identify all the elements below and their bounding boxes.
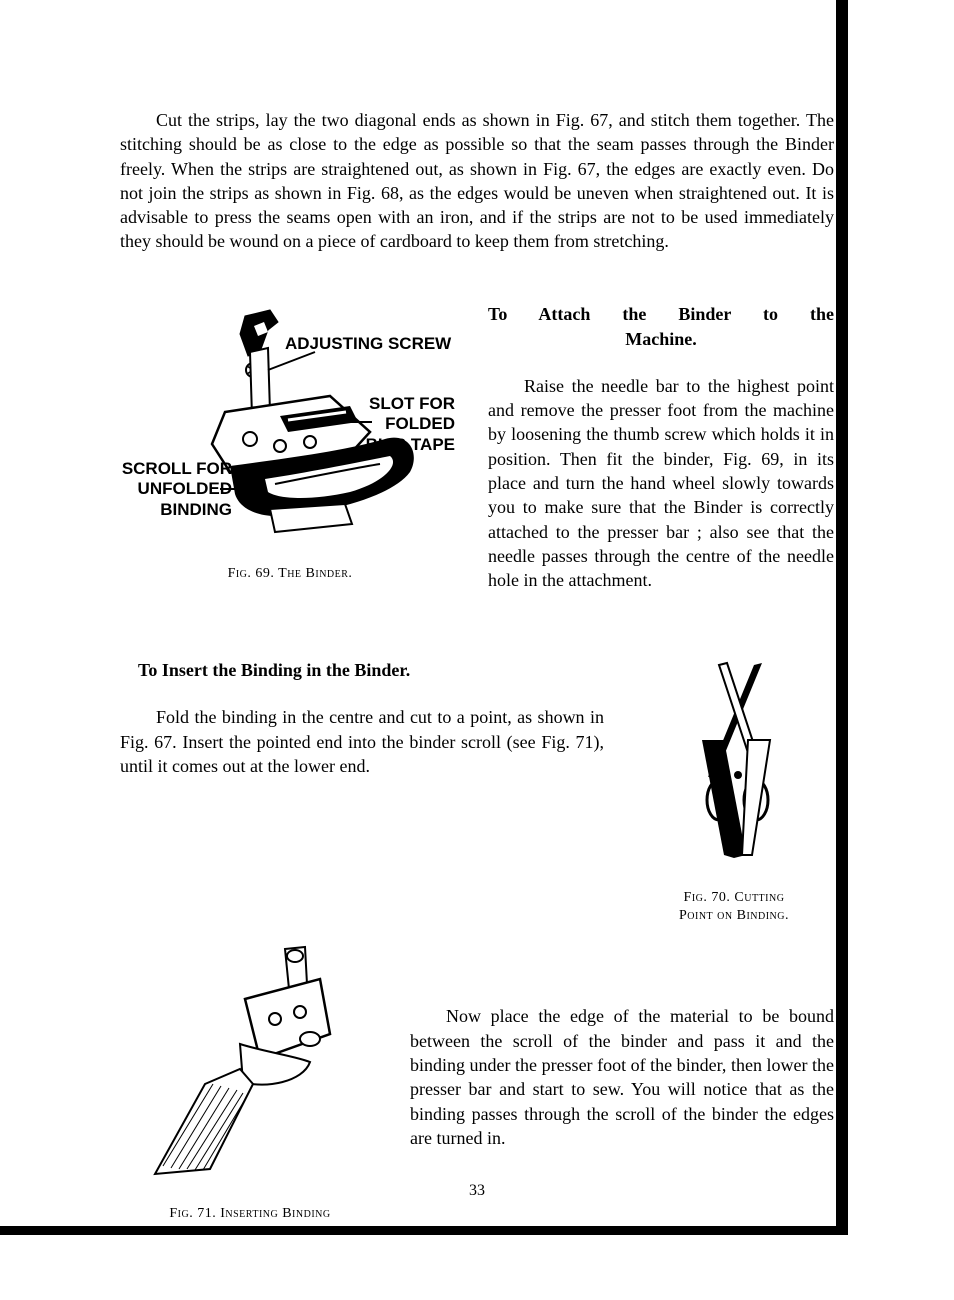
insert-heading: To Insert the Binding in the Binder. [120, 660, 604, 681]
fig69-illustration: ADJUSTING SCREW SLOT FOR FOLDED BIAS TAP… [120, 304, 460, 554]
fig69-label-scroll: SCROLL FOR UNFOLDED BINDING [102, 459, 232, 520]
attach-column: To Attach the Binder to the Machine. Rai… [488, 304, 834, 611]
fig71-illustration-svg [145, 944, 355, 1194]
attach-heading-line2: Machine. [488, 329, 834, 350]
page-content: Cut the strips, lay the two diagonal end… [0, 0, 954, 1300]
fig69-label-adjusting: ADJUSTING SCREW [285, 334, 451, 354]
label-text: SCROLL FOR UNFOLDED BINDING [122, 459, 232, 519]
fig70-illustration-svg [664, 660, 804, 860]
fig71-caption-line1: Fig. 71. Inserting Binding [120, 1206, 380, 1222]
place-body: Now place the edge of the material to be… [410, 1004, 834, 1150]
fig69-and-attach-section: ADJUSTING SCREW SLOT FOR FOLDED BIAS TAP… [120, 304, 834, 611]
insert-body: Fold the binding in the centre and cut t… [120, 705, 604, 778]
insert-text-column: To Insert the Binding in the Binder. Fol… [120, 660, 604, 924]
insert-section: To Insert the Binding in the Binder. Fol… [120, 660, 834, 924]
label-text: SLOT FOR FOLDED BIAS TAPE [366, 394, 455, 454]
fig70-column: Fig. 70. Cutting Point on Binding. [634, 660, 834, 924]
scan-edge-right [836, 0, 848, 1235]
label-text: ADJUSTING SCREW [285, 334, 451, 353]
fig69-column: ADJUSTING SCREW SLOT FOR FOLDED BIAS TAP… [120, 304, 460, 611]
attach-body: Raise the needle bar to the highest poin… [488, 374, 834, 593]
fig69-caption: Fig. 69. The Binder. [120, 566, 460, 582]
intro-paragraph: Cut the strips, lay the two diagonal end… [120, 108, 834, 254]
fig70-caption-line2: Point on Binding. [634, 908, 834, 924]
fig69-label-slot: SLOT FOR FOLDED BIAS TAPE [340, 394, 455, 455]
fig70-caption-line1: Fig. 70. Cutting [634, 890, 834, 906]
page-number: 33 [0, 1182, 954, 1200]
scan-edge-bottom [0, 1226, 842, 1235]
attach-heading-line1: To Attach the Binder to the [488, 304, 834, 325]
